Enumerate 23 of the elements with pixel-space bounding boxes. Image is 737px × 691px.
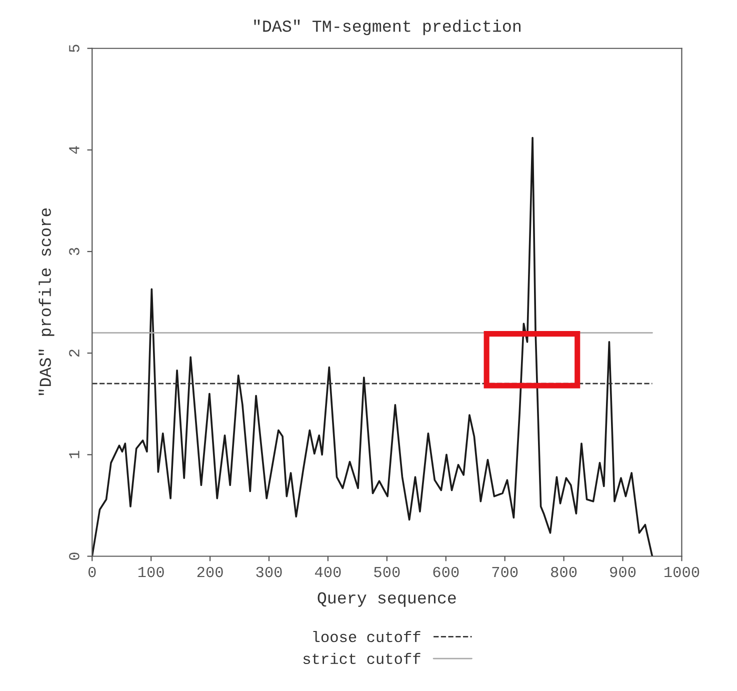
x-tick-label: 600 <box>433 566 459 578</box>
y-tick-label: 4 <box>69 146 80 154</box>
y-tick-label: 5 <box>69 44 80 52</box>
x-tick-label: 300 <box>256 566 282 578</box>
y-axis-title: "DAS" profile score <box>38 208 54 396</box>
x-tick-label: 200 <box>197 566 223 578</box>
x-tick-label: 500 <box>374 566 400 578</box>
x-tick-label: 900 <box>610 566 636 578</box>
x-tick-label: 700 <box>492 566 518 578</box>
y-tick-label: 0 <box>69 552 80 560</box>
x-tick-label: 1000 <box>664 566 700 578</box>
x-tick-label: 100 <box>138 566 164 578</box>
x-axis-title: Query sequence <box>318 592 456 607</box>
chart-title: "DAS" TM-segment prediction <box>254 20 520 36</box>
y-tick-label: 1 <box>69 450 80 458</box>
y-tick-label: 3 <box>69 248 80 256</box>
legend-label: strict cutoff <box>303 652 420 664</box>
x-tick-label: 800 <box>551 566 577 578</box>
x-tick-label: 400 <box>314 566 341 578</box>
legend-label: loose cutoff <box>313 630 420 642</box>
y-tick-label: 2 <box>69 350 80 357</box>
line-series <box>92 136 654 556</box>
x-tick-label: 0 <box>88 566 96 578</box>
